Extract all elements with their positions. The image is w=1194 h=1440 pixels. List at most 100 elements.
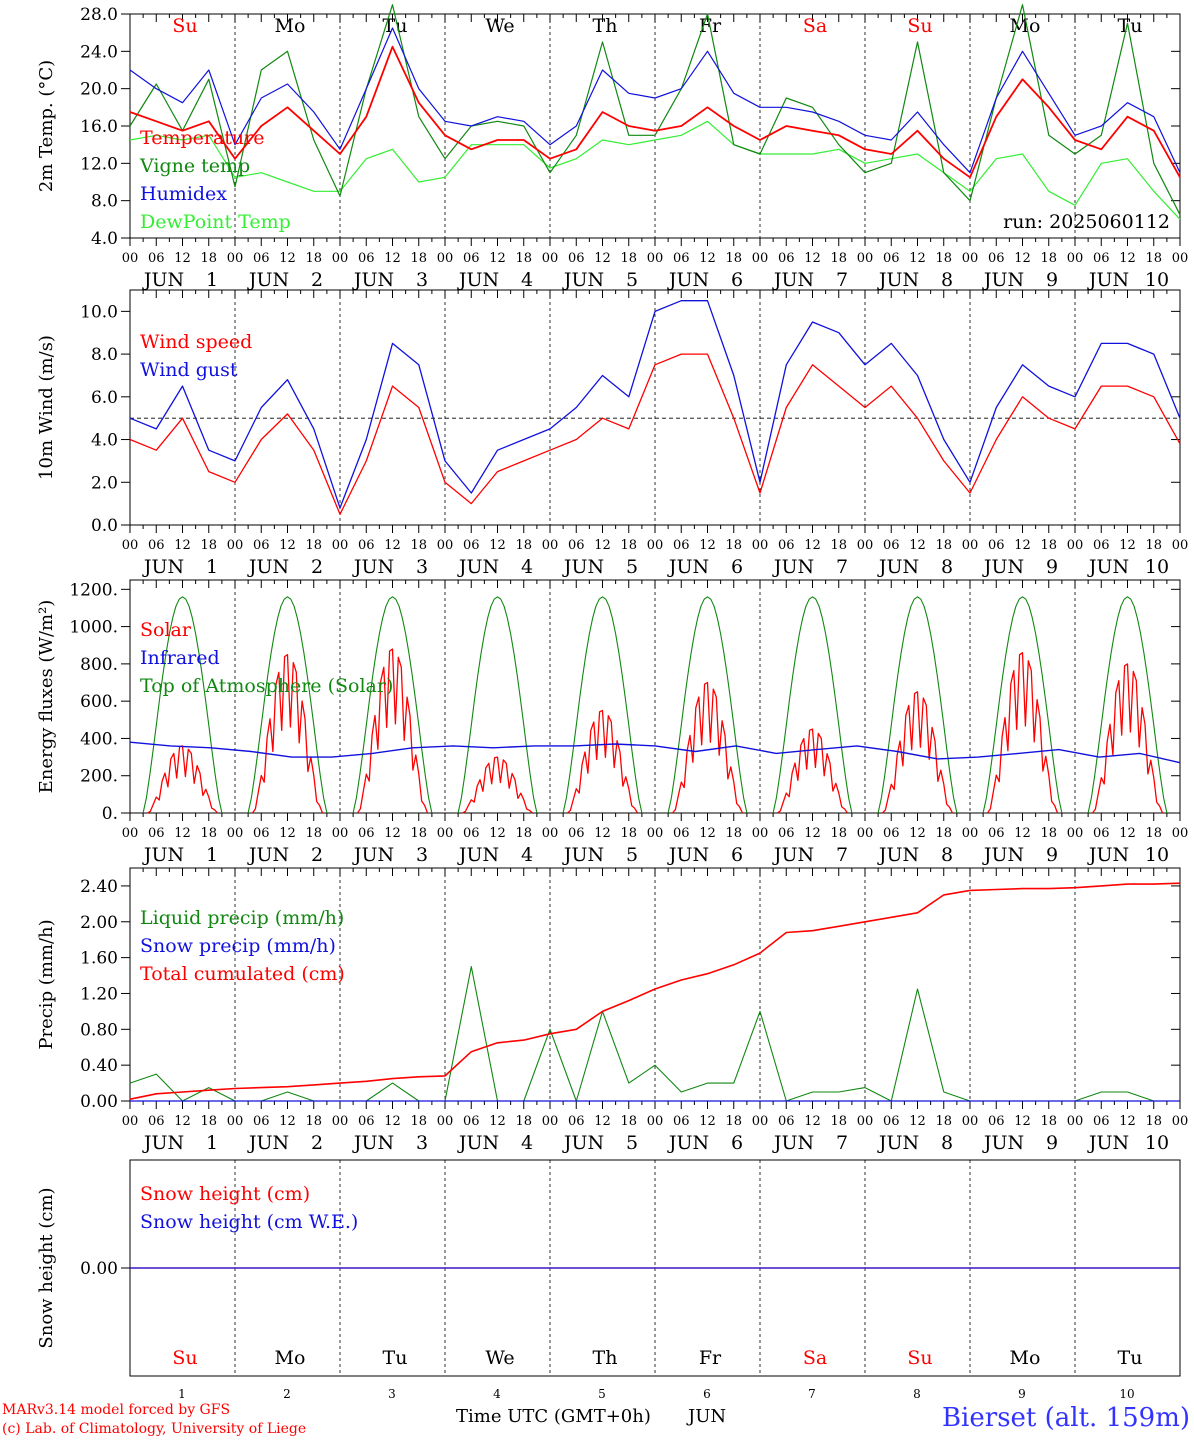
x-tick-label: 12 — [1119, 826, 1136, 841]
x-tick-label: 00 — [437, 538, 454, 553]
x-tick-label: 12 — [174, 826, 191, 841]
x-tick-label: 00 — [332, 826, 349, 841]
x-tick-label: 18 — [515, 826, 532, 841]
weekday-label: Mo — [275, 1347, 306, 1369]
day-number: 3 — [416, 1132, 428, 1154]
legend-entry: Humidex — [140, 183, 227, 205]
x-tick-label: 00 — [542, 251, 559, 266]
x-tick-label: 18 — [935, 251, 952, 266]
weekday-label: Su — [172, 15, 197, 37]
day-number: 6 — [731, 269, 743, 291]
x-tick-label: 00 — [437, 1114, 454, 1129]
solar-curve — [462, 756, 533, 814]
day-number: 10 — [1145, 556, 1169, 578]
legend-entry: Vigne temp — [139, 155, 250, 177]
x-tick-label: 00 — [1067, 1114, 1084, 1129]
toa-curve — [457, 596, 538, 814]
month-label: JUN — [142, 1132, 184, 1154]
x-tick-label: 18 — [830, 538, 847, 553]
x-tick-label: 12 — [594, 538, 611, 553]
day-number: 9 — [1046, 844, 1058, 866]
day-number: 4 — [521, 269, 533, 291]
day-number-small: 10 — [1119, 1387, 1134, 1401]
month-label: JUN — [877, 1132, 919, 1154]
month-label: JUN — [982, 1132, 1024, 1154]
x-tick-label: 06 — [148, 538, 165, 553]
y-tick-label: 0.80 — [80, 1020, 118, 1040]
month-label: JUN — [142, 844, 184, 866]
month-label: JUN — [772, 556, 814, 578]
toa-curve — [1087, 596, 1168, 814]
month-label: JUN — [982, 269, 1024, 291]
day-number-small: 9 — [1018, 1387, 1026, 1401]
x-tick-label: 00 — [857, 538, 874, 553]
toa-curve — [352, 596, 433, 814]
y-tick-label: 400. — [80, 729, 118, 749]
month-label: JUN — [352, 844, 394, 866]
x-tick-label: 12 — [384, 826, 401, 841]
weekday-label: Sa — [803, 15, 827, 37]
month-label: JUN — [982, 556, 1024, 578]
x-tick-label: 06 — [883, 538, 900, 553]
x-tick-label: 00 — [122, 1114, 139, 1129]
x-tick-label: 12 — [594, 826, 611, 841]
x-tick-label: 18 — [410, 538, 427, 553]
weekday-label: Tu — [1118, 15, 1143, 37]
snow-panel: 0.00 Snow height (cm) Snow height (cm) Snow… — [36, 1159, 1181, 1401]
day-number: 8 — [941, 844, 953, 866]
precip-panel: 00 06 12 18 00 06 12 18 00 06 12 18 00 06 12 18 00 06 12 18… — [36, 867, 1188, 1154]
x-tick-label: 06 — [148, 826, 165, 841]
footer-month: JUN — [686, 1406, 726, 1427]
x-tick-label: 00 — [437, 251, 454, 266]
day-number: 9 — [1046, 1132, 1058, 1154]
y-tick-label: 800. — [80, 655, 118, 675]
legend-entry: Wind speed — [140, 331, 252, 353]
x-tick-label: 00 — [962, 826, 979, 841]
x-tick-label: 12 — [279, 826, 296, 841]
month-label: JUN — [457, 844, 499, 866]
x-tick-label: 18 — [725, 1114, 742, 1129]
x-tick-label: 00 — [1172, 251, 1189, 266]
day-number: 8 — [941, 1132, 953, 1154]
x-tick-label: 18 — [410, 826, 427, 841]
x-tick-label: 00 — [647, 826, 664, 841]
x-tick-label: 18 — [305, 826, 322, 841]
x-tick-label: 18 — [830, 1114, 847, 1129]
x-tick-label: 18 — [830, 251, 847, 266]
day-number: 6 — [731, 844, 743, 866]
x-tick-label: 18 — [1145, 826, 1162, 841]
month-label: JUN — [1087, 556, 1129, 578]
solar-curve — [986, 652, 1059, 814]
weekday-label: Mo — [1010, 1347, 1041, 1369]
y-tick-label: 20.0 — [80, 80, 118, 100]
x-tick-label: 18 — [620, 1114, 637, 1129]
weekday-label: Sa — [803, 1347, 827, 1369]
month-label: JUN — [142, 269, 184, 291]
series-line — [129, 353, 1181, 515]
month-label: JUN — [352, 1132, 394, 1154]
y-axis-label: 10m Wind (m/s) — [36, 335, 57, 480]
x-tick-label: 00 — [752, 1114, 769, 1129]
x-tick-label: 12 — [1119, 538, 1136, 553]
x-tick-label: 12 — [909, 1114, 926, 1129]
x-tick-label: 06 — [673, 538, 690, 553]
x-tick-label: 18 — [305, 1114, 322, 1129]
x-tick-label: 06 — [778, 1114, 795, 1129]
x-tick-label: 06 — [673, 251, 690, 266]
x-tick-label: 12 — [699, 1114, 716, 1129]
month-label: JUN — [1087, 1132, 1129, 1154]
month-label: JUN — [772, 844, 814, 866]
day-number: 6 — [731, 556, 743, 578]
y-tick-label: 0. — [102, 804, 118, 824]
toa-curve — [667, 596, 748, 814]
x-tick-label: 06 — [1093, 1114, 1110, 1129]
x-tick-label: 00 — [332, 538, 349, 553]
x-tick-label: 12 — [1119, 1114, 1136, 1129]
day-number-small: 4 — [493, 1387, 501, 1401]
weekday-label: Fr — [699, 1347, 722, 1369]
y-tick-label: 600. — [80, 692, 118, 712]
series-line — [129, 300, 1181, 509]
x-tick-label: 12 — [699, 826, 716, 841]
x-tick-label: 06 — [463, 1114, 480, 1129]
infrared-line — [129, 741, 1181, 764]
